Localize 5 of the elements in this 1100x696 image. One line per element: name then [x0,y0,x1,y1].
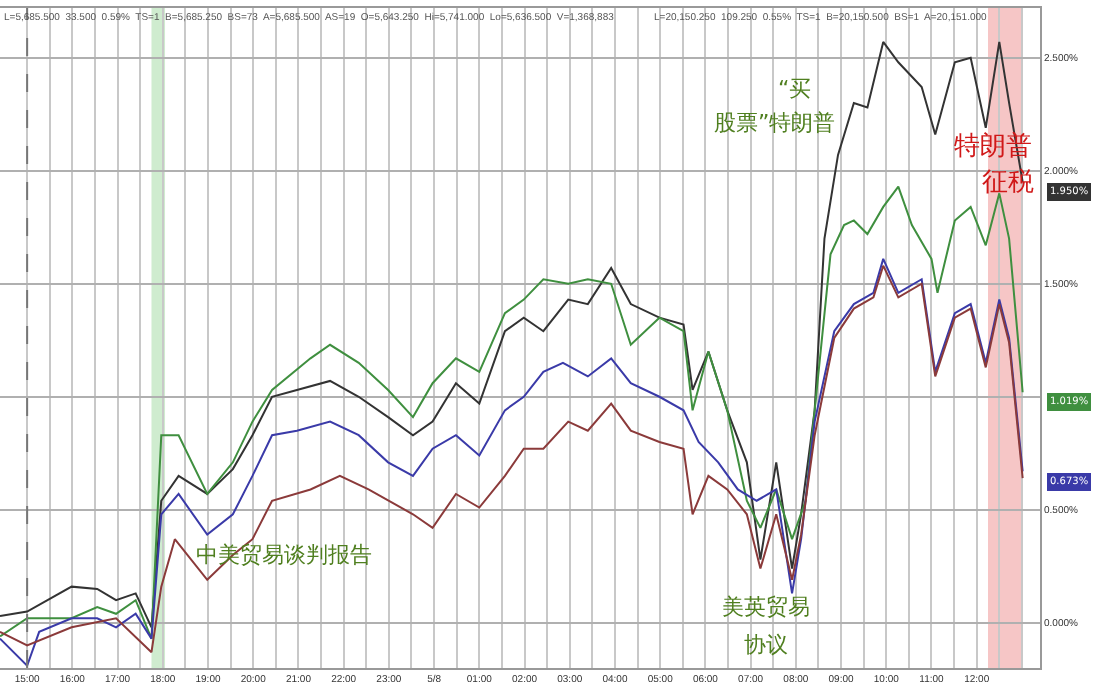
annotation: 协议 [744,632,788,658]
annotation: “买 [778,76,812,102]
annotation: 股票”特朗普 [714,110,836,136]
annotation: 美英贸易 [722,594,810,620]
annotation: 征税 [982,168,1034,198]
